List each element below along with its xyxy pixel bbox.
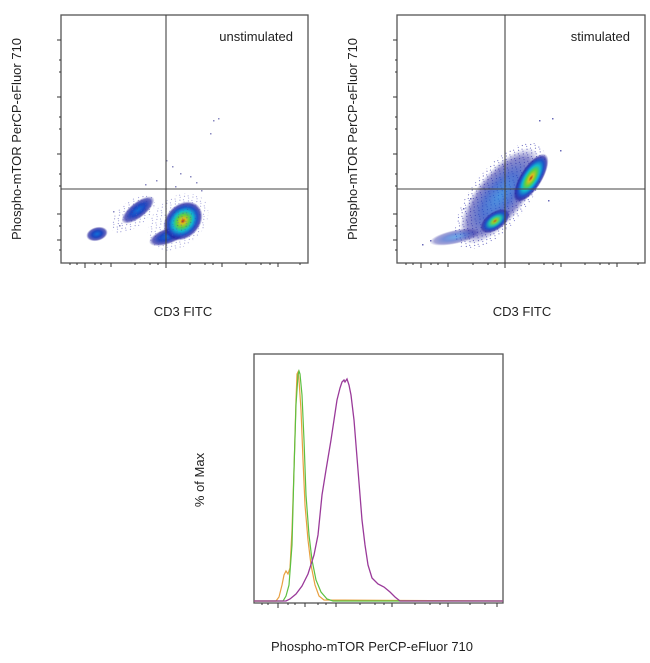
y-axis-label: Phospho-mTOR PerCP-eFluor 710 <box>9 38 24 240</box>
y-axis-label: % of Max <box>192 452 207 507</box>
plot-frame <box>253 353 504 604</box>
x-axis-label: CD3 FITC <box>154 304 213 319</box>
dotplot-unstimulated: unstimulated CD3 FITC Phospho-mTOR PerCP… <box>9 14 309 319</box>
density-clusters <box>422 118 562 250</box>
y-axis-label: Phospho-mTOR PerCP-eFluor 710 <box>345 38 360 240</box>
plot-frame <box>396 14 646 264</box>
x-axis-label: Phospho-mTOR PerCP-eFluor 710 <box>271 639 473 654</box>
x-axis-ticks <box>69 263 301 268</box>
x-axis-label: CD3 FITC <box>493 304 552 319</box>
histogram-series-purple <box>254 377 503 602</box>
dotplot-stimulated: stimulated CD3 FITC Phospho-mTOR PerCP-e… <box>345 14 646 319</box>
x-axis-ticks <box>261 603 498 608</box>
plot-frame <box>60 14 309 264</box>
y-axis-ticks <box>393 39 397 251</box>
density-clusters <box>86 118 220 251</box>
panel-annotation: stimulated <box>571 29 630 44</box>
histogram-overlay: Phospho-mTOR PerCP-eFluor 710 % of Max <box>192 353 504 654</box>
histogram-series-orange <box>254 369 504 602</box>
y-axis-ticks <box>57 39 61 251</box>
x-axis-ticks <box>405 263 639 268</box>
panel-annotation: unstimulated <box>219 29 293 44</box>
histogram-series-green <box>254 368 503 602</box>
